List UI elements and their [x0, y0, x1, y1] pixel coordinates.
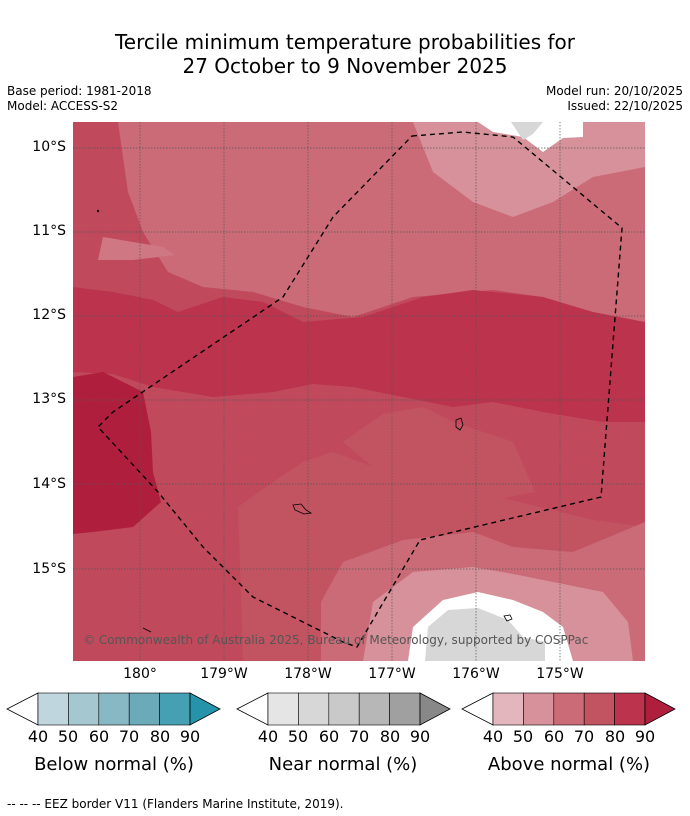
- colorbar-segment: [98, 692, 130, 726]
- colorbar-segment: [267, 692, 299, 726]
- colorbar-extend-high: [644, 692, 676, 726]
- near-normal-patch-north: [511, 122, 543, 140]
- lat-label: 11°S: [32, 223, 66, 239]
- colorbar-segment: [328, 692, 360, 726]
- lon-label: 180°: [123, 666, 157, 682]
- colorbar-title-above: Above normal (%): [487, 754, 651, 775]
- eez-border: [97, 131, 623, 648]
- colorbar-segment: [389, 692, 421, 726]
- tick-label: 70: [118, 727, 140, 746]
- tick-label: 60: [318, 727, 340, 746]
- colorbar-segment: [583, 692, 615, 726]
- colorbar-segment: [358, 692, 390, 726]
- graticule: [73, 122, 645, 661]
- tick-label: 90: [409, 727, 431, 746]
- tick-label: 70: [573, 727, 595, 746]
- tick-label: 80: [149, 727, 171, 746]
- map-title: Tercile minimum temperature probabilitie…: [0, 30, 690, 78]
- colorbar-above-normal: [461, 692, 676, 726]
- tick-label: 40: [27, 727, 49, 746]
- title-line-1: Tercile minimum temperature probabilitie…: [114, 30, 576, 54]
- colorbar-segment: [128, 692, 160, 726]
- colorbar-extend-low: [236, 692, 269, 726]
- lon-label: 175°W: [536, 666, 584, 682]
- colorbar-extend-high: [189, 692, 221, 726]
- copyright-notice: © Commonwealth of Australia 2025, Bureau…: [83, 633, 589, 647]
- meta-left: Base period: 1981-2018 Model: ACCESS-S2: [7, 84, 152, 114]
- lon-label: 178°W: [284, 666, 332, 682]
- lat-label: 12°S: [32, 307, 66, 323]
- band-below-40-north: [478, 122, 583, 152]
- model-name: Model: ACCESS-S2: [7, 99, 119, 113]
- tick-label: 50: [57, 727, 79, 746]
- colorbar-segment: [159, 692, 191, 726]
- tick-label: 70: [348, 727, 370, 746]
- eez-legend-note: -- -- -- EEZ border V11 (Flanders Marine…: [7, 797, 344, 811]
- tick-label: 40: [257, 727, 279, 746]
- meta-right: Model run: 20/10/2025 Issued: 22/10/2025: [546, 84, 683, 114]
- lon-label: 176°W: [452, 666, 500, 682]
- tick-label: 80: [379, 727, 401, 746]
- lat-label: 13°S: [32, 391, 66, 407]
- colorbar-extend-low: [6, 692, 39, 726]
- tick-label: 80: [604, 727, 626, 746]
- lon-label: 179°W: [200, 666, 248, 682]
- colorbar-segment: [68, 692, 100, 726]
- tick-label: 50: [287, 727, 309, 746]
- base-period: Base period: 1981-2018: [7, 84, 152, 98]
- islands: [96, 209, 513, 633]
- colorbar-extend-high: [419, 692, 451, 726]
- model-run: Model run: 20/10/2025: [545, 84, 683, 98]
- band-above-90-west: [73, 372, 161, 534]
- band-50-60-north: [413, 122, 645, 217]
- colorbar-below-normal: [6, 692, 221, 726]
- lat-label: 10°S: [32, 139, 66, 155]
- lon-label: 177°W: [368, 666, 416, 682]
- probability-map: [73, 122, 645, 661]
- colorbar-segment: [492, 692, 524, 726]
- tick-label: 60: [88, 727, 110, 746]
- colorbar-segment: [523, 692, 555, 726]
- colorbar-title-below: Below normal (%): [34, 754, 194, 775]
- tick-label: 50: [512, 727, 534, 746]
- colorbar-near-normal: [236, 692, 451, 726]
- colorbar-extend-low: [461, 692, 494, 726]
- lat-label: 14°S: [32, 476, 66, 492]
- tick-label: 40: [482, 727, 504, 746]
- lat-label: 15°S: [32, 561, 66, 577]
- colorbar-segment: [614, 692, 646, 726]
- colorbar-segment: [37, 692, 69, 726]
- band-70-80-lobe: [343, 407, 535, 498]
- tick-label: 90: [634, 727, 656, 746]
- title-line-2: 27 October to 9 November 2025: [182, 54, 508, 78]
- near-normal-patch-south: [425, 608, 545, 661]
- tick-label: 60: [543, 727, 565, 746]
- issued-date: Issued: 22/10/2025: [567, 99, 683, 113]
- colorbar-title-near: Near normal (%): [268, 754, 418, 775]
- colorbar-segment: [298, 692, 330, 726]
- colorbar-segment: [553, 692, 585, 726]
- band-80-90-middle: [73, 287, 645, 422]
- tick-label: 90: [179, 727, 201, 746]
- band-60-70-west-patch: [98, 237, 175, 260]
